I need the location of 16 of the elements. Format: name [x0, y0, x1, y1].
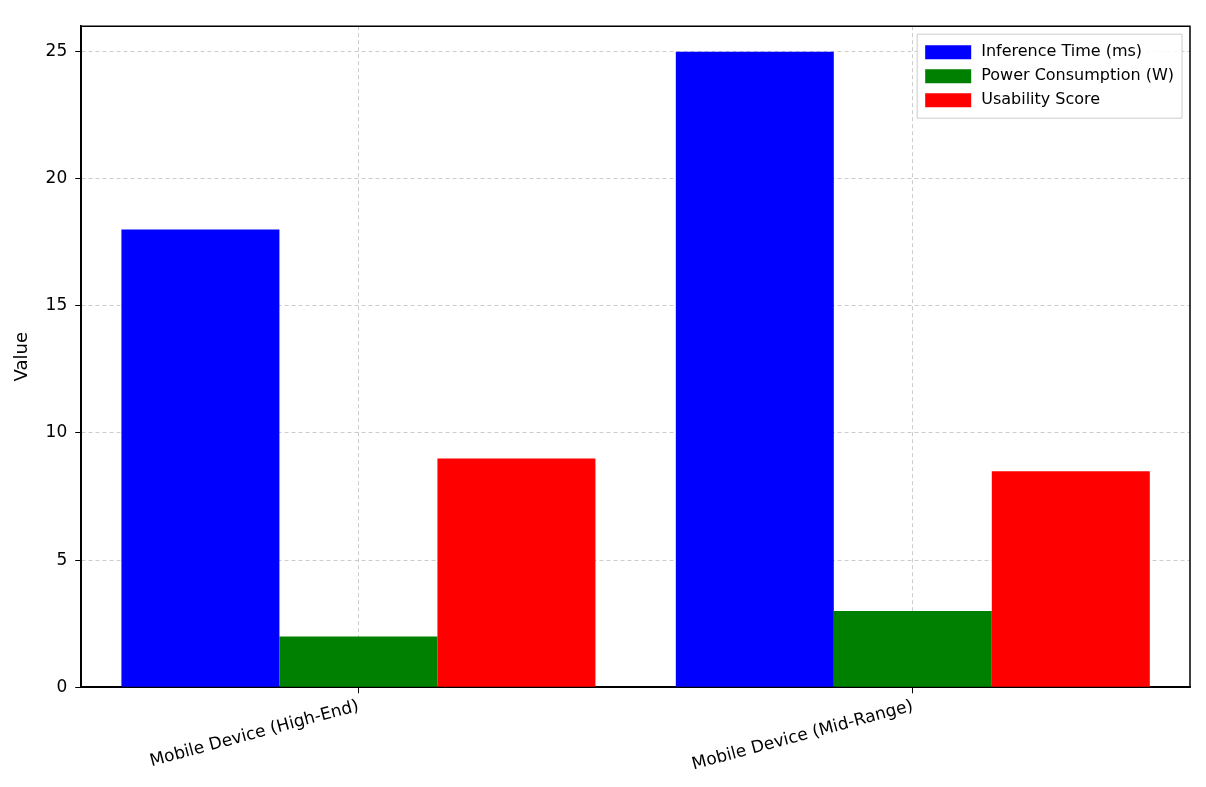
y-axis-title: Value — [10, 332, 32, 382]
y-tick-label: 5 — [56, 548, 68, 569]
y-tick-label: 25 — [45, 40, 68, 61]
legend-label: Inference Time (ms) — [981, 41, 1143, 61]
legend-label: Power Consumption (W) — [981, 65, 1175, 85]
legend-label: Usability Score — [981, 89, 1101, 109]
bar — [121, 229, 280, 687]
y-tick-label: 20 — [45, 167, 68, 188]
y-tick-label: 10 — [45, 421, 68, 442]
y-tick-label: 15 — [45, 294, 68, 315]
y-tick-label: 0 — [56, 675, 68, 696]
bar — [279, 636, 438, 687]
bar — [833, 610, 992, 687]
bar — [437, 458, 596, 687]
bar — [675, 51, 834, 687]
bar — [991, 471, 1150, 687]
